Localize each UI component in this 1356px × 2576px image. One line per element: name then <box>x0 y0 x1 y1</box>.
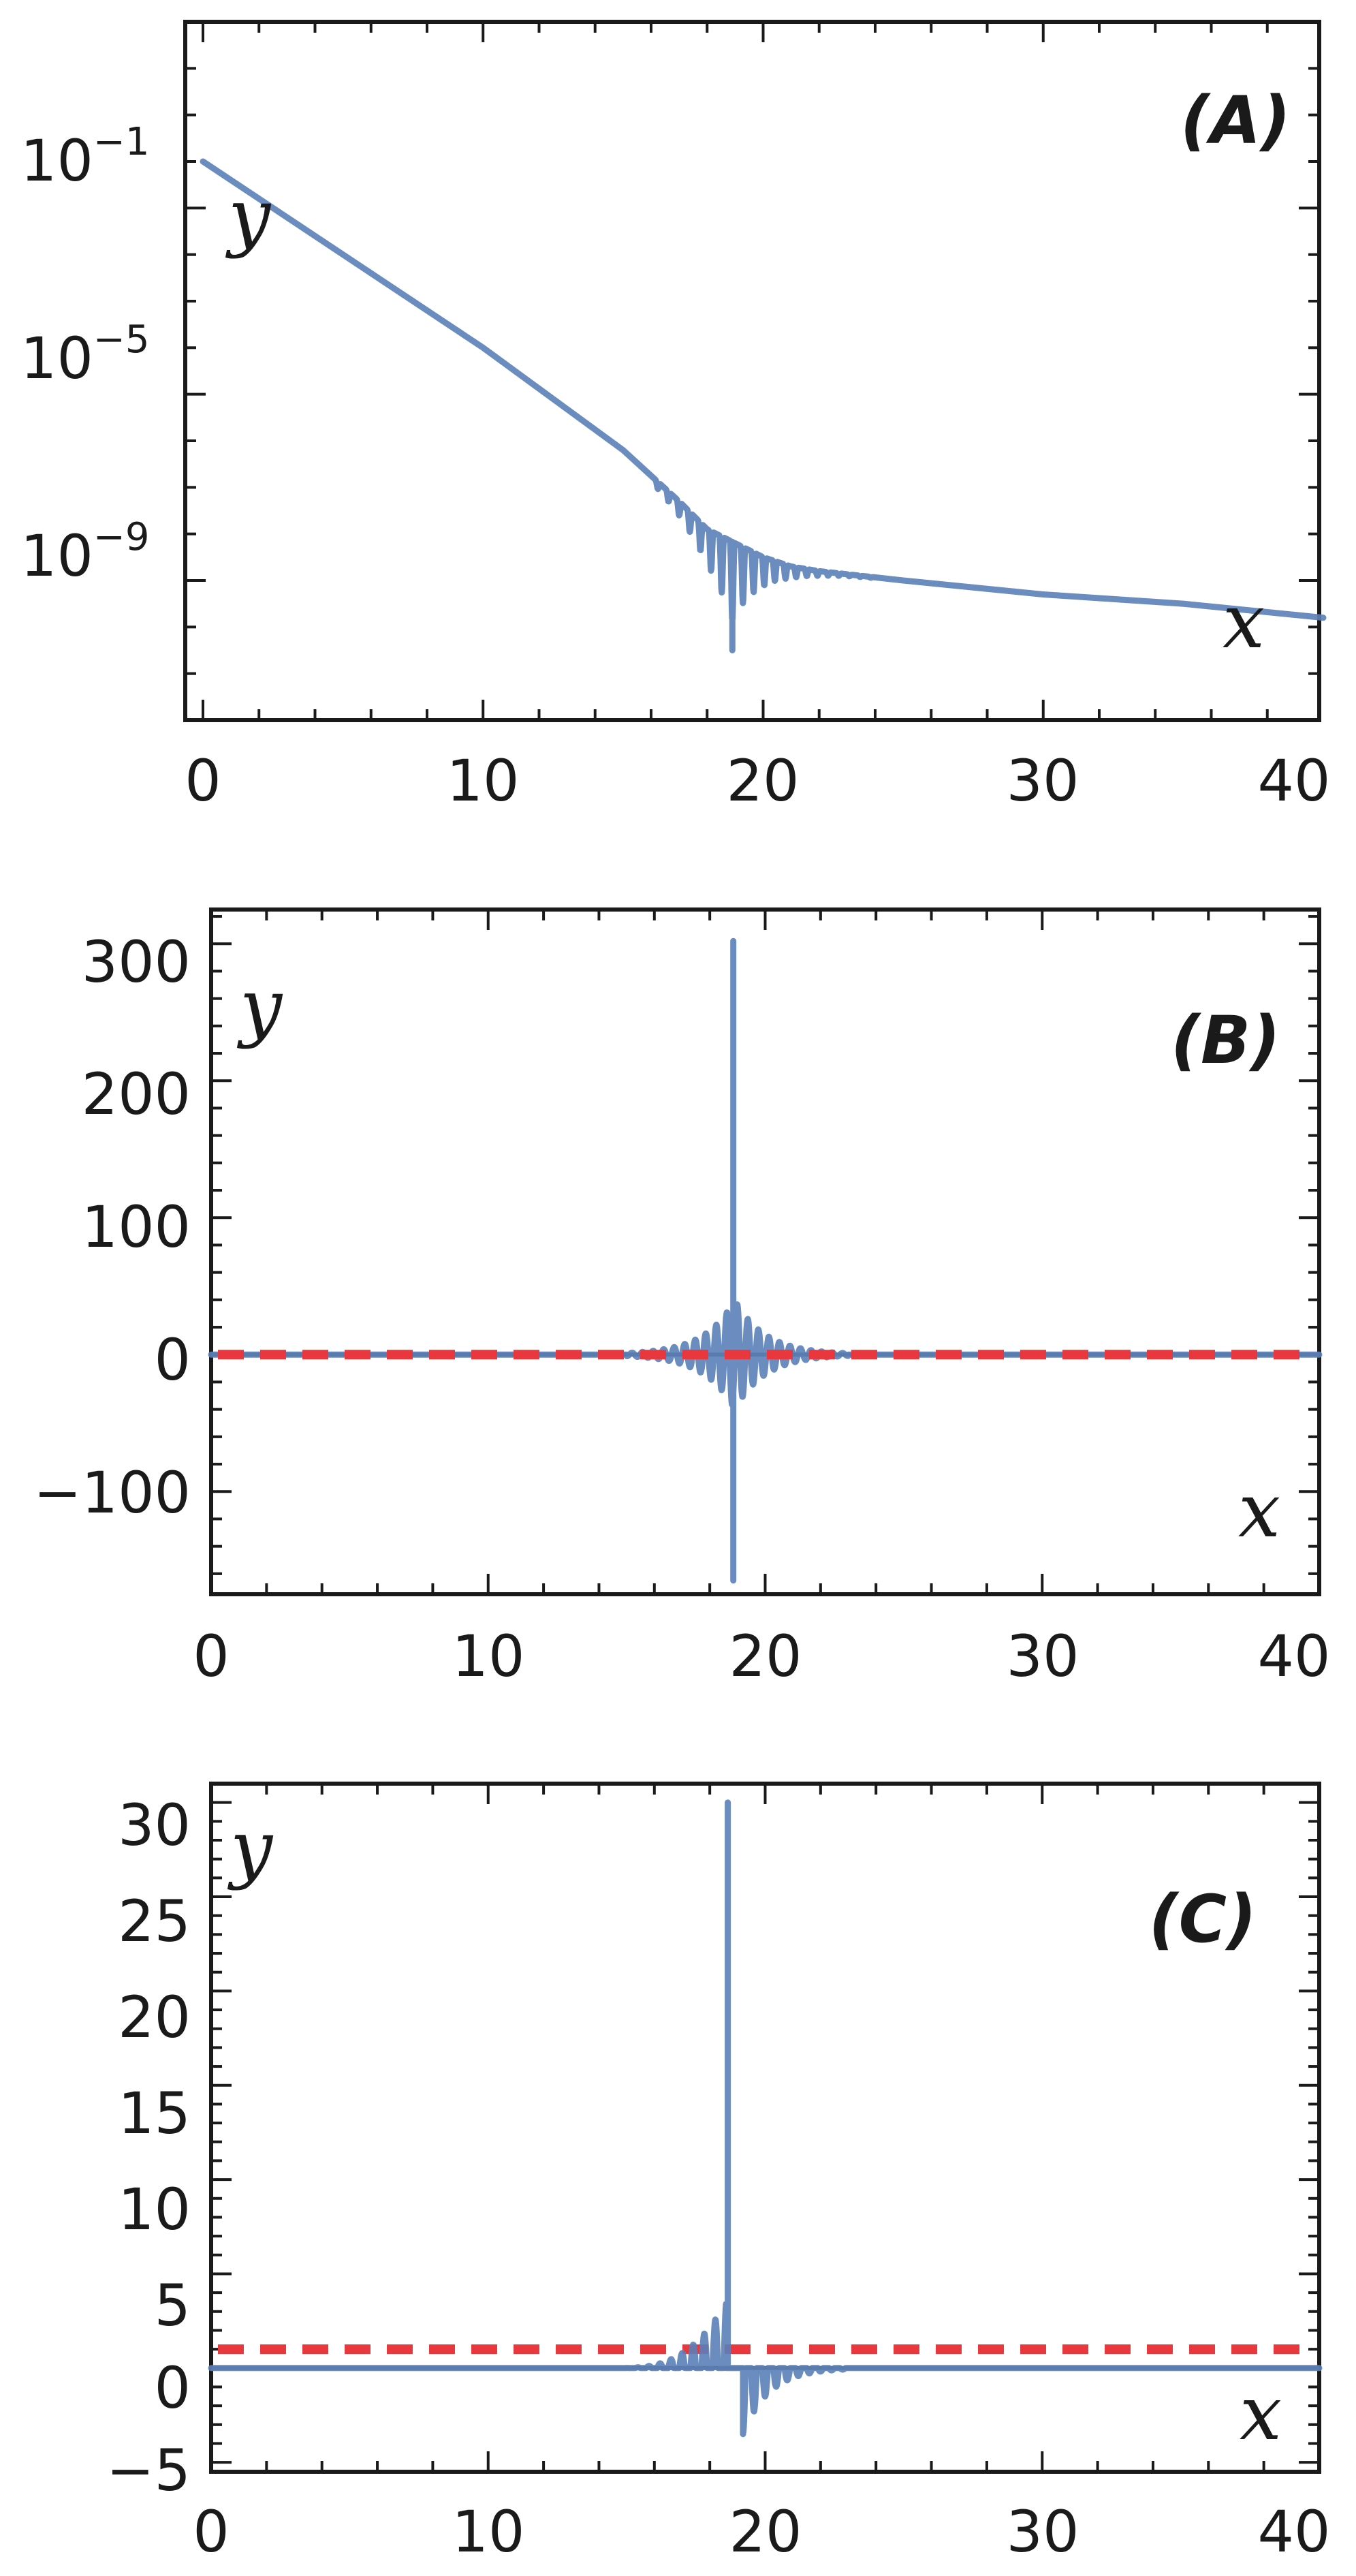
panel-a-y-tick-base: 10 <box>20 325 93 392</box>
panel-c-y-tick-label: 30 <box>118 1792 191 1859</box>
panel-a-ticks <box>185 20 1319 721</box>
panel-c-series-line <box>208 1799 1323 2438</box>
panel-b-x-tick-label: 0 <box>193 1623 229 1690</box>
panel-a-x-tick-label: 20 <box>727 747 800 814</box>
panel-b-y-tick-label: −100 <box>33 1459 191 1526</box>
panel-a-series-line <box>200 158 1327 653</box>
panel-a-x-tick-label: 30 <box>1007 747 1079 814</box>
panel-c-x-tick-label: 40 <box>1258 2498 1331 2565</box>
panel-b-x-label: x <box>1238 1467 1280 1554</box>
panel-c-y-label: y <box>227 1804 274 1891</box>
panel-c-x-tick-label: 20 <box>729 2498 802 2565</box>
panel-a-y-tick-exponent: −1 <box>93 120 150 164</box>
panel-b: (B) y x 300 200 100 0 −100 0 10 20 30 40 <box>33 907 1331 1690</box>
panel-b-ticks <box>210 910 1321 1594</box>
panel-a-x-tick-label: 40 <box>1258 747 1331 814</box>
panel-a-y-tick-base: 10 <box>20 523 93 589</box>
panel-b-label: (B) <box>1171 1002 1280 1078</box>
panel-b-series-line <box>208 937 1323 1584</box>
panel-a-label: (A) <box>1180 82 1291 159</box>
panel-a-y-tick-exponent: −9 <box>93 515 150 559</box>
panel-a-y-tick-label: 10−9 <box>20 515 149 589</box>
panel-b-x-tick-label: 10 <box>452 1623 525 1690</box>
panel-c-x-label: x <box>1240 2370 1282 2457</box>
panel-a-frame <box>183 20 1321 722</box>
panel-c-x-tick-label: 0 <box>193 2498 229 2565</box>
panel-a-y-tick-exponent: −5 <box>93 317 150 362</box>
panel-c-x-tick-label: 30 <box>1007 2498 1079 2565</box>
panel-b-x-tick-label: 40 <box>1258 1623 1331 1690</box>
svg-text:10−5: 10−5 <box>20 317 149 392</box>
panel-a-y-label: y <box>225 172 272 260</box>
panel-b-frame <box>209 907 1321 1596</box>
panel-c-y-tick-label: 15 <box>118 2080 191 2147</box>
panel-c-y-tick-label: 25 <box>118 1888 191 1955</box>
panel-a-x-tick-label: 10 <box>447 747 520 814</box>
panel-b-y-tick-label: 300 <box>82 929 191 995</box>
panel-a: (A) y x 10−1 10−5 10−9 0 10 20 30 40 <box>20 20 1331 814</box>
panel-a-y-tick-base: 10 <box>20 127 93 194</box>
panel-c-y-tick-label: 5 <box>155 2272 191 2339</box>
panel-b-x-tick-label: 20 <box>729 1623 802 1690</box>
svg-text:10−1: 10−1 <box>20 120 149 194</box>
panel-a-y-tick-label: 10−5 <box>20 317 149 392</box>
panel-b-x-tick-label: 30 <box>1007 1623 1079 1690</box>
panel-c-y-tick-label: −5 <box>106 2437 191 2504</box>
panel-a-x-label: x <box>1223 578 1265 665</box>
panel-c-y-tick-label: 10 <box>118 2176 191 2243</box>
svg-text:10−9: 10−9 <box>20 515 149 589</box>
panel-c-y-tick-label: 0 <box>155 2355 191 2421</box>
panel-a-x-tick-label: 0 <box>185 747 221 814</box>
panel-c: (C) y x 30 25 20 15 10 5 0 −5 0 10 20 30… <box>106 1782 1331 2565</box>
panel-b-y-tick-label: 0 <box>155 1326 191 1393</box>
panel-a-y-tick-label: 10−1 <box>20 120 149 194</box>
panel-b-y-tick-label: 100 <box>82 1194 191 1260</box>
panel-b-y-label: y <box>236 963 283 1050</box>
panel-c-label: (C) <box>1149 1881 1257 1957</box>
panel-c-y-tick-label: 20 <box>118 1984 191 2051</box>
panel-c-x-tick-label: 10 <box>452 2498 525 2565</box>
panel-b-y-tick-label: 200 <box>82 1061 191 1128</box>
